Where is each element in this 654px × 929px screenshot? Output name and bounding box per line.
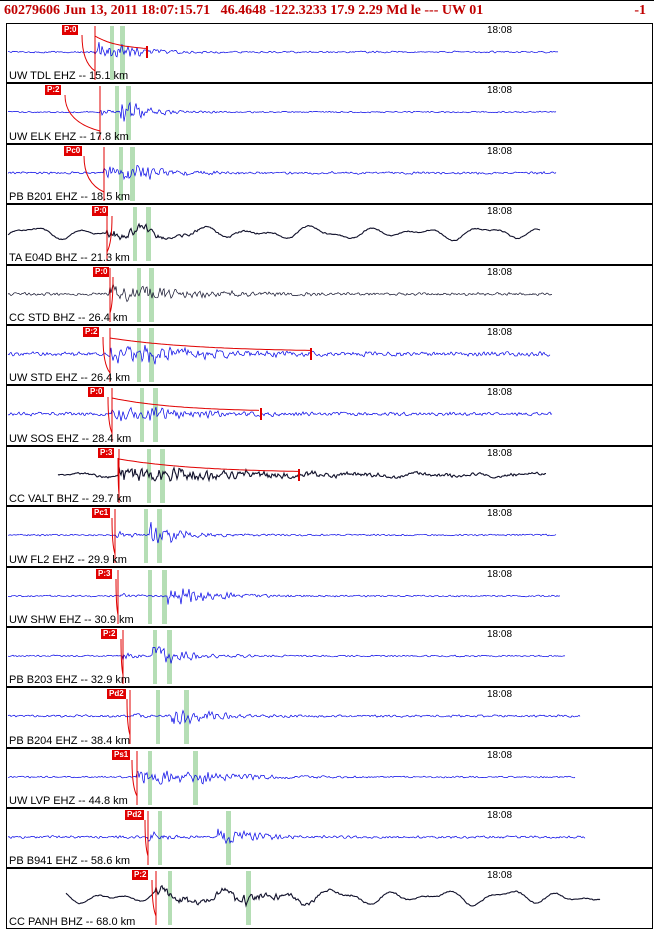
waveform[interactable] — [7, 326, 652, 384]
minute-label: 18:08 — [487, 870, 513, 882]
p-pick-label: P:0 — [95, 266, 108, 276]
waveform[interactable] — [7, 688, 652, 746]
station-label: PB B203 EHZ -- 32.9 km — [9, 674, 131, 687]
p-pick-label: P:3 — [98, 568, 111, 578]
trace-panel[interactable]: 18:08 Pc1 UW FL2 EHZ -- 29.9 km — [6, 506, 653, 567]
p-pick-flag[interactable]: P:2 — [132, 870, 149, 881]
waveform[interactable] — [7, 568, 652, 626]
waveform[interactable] — [7, 145, 652, 203]
trace-panel[interactable]: 18:08 P:2 UW ELK EHZ -- 17.8 km — [6, 83, 653, 144]
station-label: UW SOS EHZ -- 28.4 km — [9, 432, 132, 445]
trace-panel[interactable]: 18:08 P:3 CC VALT BHZ -- 29.7 km — [6, 445, 653, 507]
trace-list: 18:08 P:0 UW TDL EHZ -- 15.1 km 18:08 P:… — [0, 23, 654, 929]
p-pick-label: P:2 — [134, 870, 147, 880]
station-label: UW ELK EHZ -- 17.8 km — [9, 130, 129, 143]
p-pick-flag[interactable]: P:2 — [101, 628, 118, 639]
trace-panel[interactable]: 18:08 Pc0 PB B201 EHZ -- 18.5 km — [6, 143, 653, 205]
station-label: UW FL2 EHZ -- 29.9 km — [9, 553, 127, 566]
waveform[interactable] — [7, 266, 652, 324]
p-pick-flag[interactable]: P:0 — [93, 266, 110, 277]
p-pick-label: P:0 — [64, 25, 77, 34]
event-summary-text: 60279606 Jun 13, 2011 18:07:15.71 46.464… — [4, 3, 484, 18]
p-pick-flag[interactable]: Pc1 — [92, 508, 111, 519]
trace-panel[interactable]: 18:08 P:0 UW TDL EHZ -- 15.1 km — [6, 23, 653, 84]
minute-label: 18:08 — [487, 810, 513, 822]
trace-panel[interactable]: 18:08 P:3 UW SHW EHZ -- 30.9 km — [6, 566, 653, 627]
p-pick-flag[interactable]: Pd2 — [125, 810, 144, 821]
p-pick-label: Pc1 — [94, 508, 109, 518]
p-pick-flag[interactable]: Pc0 — [64, 145, 83, 156]
trace-panel[interactable]: 18:08 Pd2 PB B941 EHZ -- 58.6 km — [6, 808, 653, 869]
trace-panel[interactable]: 18:08 P:2 UW STD EHZ -- 26.4 km — [6, 324, 653, 386]
waveform[interactable] — [7, 809, 652, 867]
p-pick-label: Pc0 — [66, 145, 81, 155]
station-label: CC STD BHZ -- 26.4 km — [9, 311, 128, 324]
station-label: UW LVP EHZ -- 44.8 km — [9, 795, 128, 808]
waveform[interactable] — [7, 628, 652, 686]
waveform[interactable] — [7, 386, 652, 444]
p-pick-flag[interactable]: P:0 — [88, 387, 105, 398]
trace-panel[interactable]: 18:08 P:2 PB B203 EHZ -- 32.9 km — [6, 626, 653, 688]
minute-label: 18:08 — [487, 447, 513, 459]
p-pick-label: Pd2 — [127, 810, 142, 820]
p-pick-label: P:2 — [85, 326, 98, 336]
minute-label: 18:08 — [487, 508, 513, 520]
p-pick-label: P:3 — [100, 447, 113, 457]
minute-label: 18:08 — [487, 25, 513, 36]
p-pick-label: P:0 — [94, 206, 107, 216]
p-pick-flag[interactable]: P:3 — [98, 447, 115, 458]
station-label: UW TDL EHZ -- 15.1 km — [9, 70, 129, 83]
p-pick-label: P:2 — [47, 85, 60, 95]
minute-label: 18:08 — [487, 387, 513, 399]
station-label: TA E04D BHZ -- 21.3 km — [9, 251, 130, 264]
p-pick-label: P:2 — [103, 628, 116, 638]
p-pick-flag[interactable]: Pd2 — [107, 689, 126, 700]
minute-label: 18:08 — [487, 628, 513, 640]
station-label: UW SHW EHZ -- 30.9 km — [9, 613, 134, 626]
p-pick-flag[interactable]: P:0 — [92, 206, 109, 217]
minute-label: 18:08 — [487, 749, 513, 761]
station-label: PB B201 EHZ -- 18.5 km — [9, 191, 131, 204]
waveform[interactable] — [7, 749, 652, 807]
p-pick-flag[interactable]: P:2 — [83, 326, 100, 337]
waveform[interactable] — [7, 507, 652, 565]
p-pick-flag[interactable]: Ps1 — [112, 749, 131, 760]
event-header-flag: -1 — [634, 3, 646, 18]
station-label: CC VALT BHZ -- 29.7 km — [9, 493, 132, 506]
station-label: CC PANH BHZ -- 68.0 km — [9, 915, 136, 928]
trace-panel[interactable]: 18:08 Ps1 UW LVP EHZ -- 44.8 km — [6, 747, 653, 809]
minute-label: 18:08 — [487, 326, 513, 338]
minute-label: 18:08 — [487, 85, 513, 97]
trace-panel[interactable]: 18:08 P:0 UW SOS EHZ -- 28.4 km — [6, 385, 653, 446]
minute-label: 18:08 — [487, 145, 513, 157]
waveform[interactable] — [7, 869, 652, 927]
waveform[interactable] — [7, 205, 652, 263]
minute-label: 18:08 — [487, 266, 513, 278]
waveform[interactable] — [7, 84, 652, 142]
station-label: PB B941 EHZ -- 58.6 km — [9, 855, 131, 868]
trace-panel[interactable]: 18:08 P:0 CC STD BHZ -- 26.4 km — [6, 264, 653, 325]
p-pick-label: Pd2 — [109, 689, 124, 699]
station-label: PB B204 EHZ -- 38.4 km — [9, 734, 131, 747]
p-pick-flag[interactable]: P:0 — [62, 25, 79, 35]
p-pick-flag[interactable]: P:3 — [96, 568, 113, 579]
p-pick-flag[interactable]: P:2 — [45, 85, 62, 96]
minute-label: 18:08 — [487, 689, 513, 701]
station-label: UW STD EHZ -- 26.4 km — [9, 372, 131, 385]
trace-panel[interactable]: 18:08 Pd2 PB B204 EHZ -- 38.4 km — [6, 687, 653, 748]
trace-panel[interactable]: 18:08 P:0 TA E04D BHZ -- 21.3 km — [6, 204, 653, 265]
minute-label: 18:08 — [487, 206, 513, 218]
p-pick-label: P:0 — [90, 387, 103, 397]
trace-panel[interactable]: 18:08 P:2 CC PANH BHZ -- 68.0 km — [6, 868, 653, 929]
minute-label: 18:08 — [487, 568, 513, 580]
event-header: 60279606 Jun 13, 2011 18:07:15.71 46.464… — [0, 1, 654, 23]
waveform[interactable] — [7, 24, 652, 82]
waveform[interactable] — [7, 447, 652, 505]
p-pick-label: Ps1 — [114, 749, 129, 759]
